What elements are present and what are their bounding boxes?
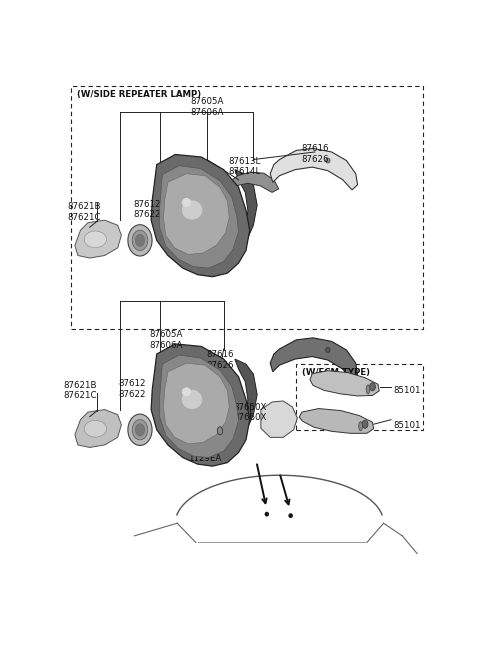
Ellipse shape [135,234,144,247]
Ellipse shape [182,198,191,207]
Text: 87612
87622: 87612 87622 [133,200,161,219]
Polygon shape [235,170,257,245]
Ellipse shape [128,414,152,445]
Polygon shape [151,155,250,277]
Ellipse shape [325,158,330,163]
Bar [296,364,423,430]
Ellipse shape [182,387,191,396]
Polygon shape [160,165,239,268]
Polygon shape [235,359,257,435]
Ellipse shape [132,230,148,251]
Text: 87613L
87614L: 87613L 87614L [228,157,260,176]
Polygon shape [151,344,250,466]
Ellipse shape [84,231,107,248]
Text: 87621B
87621C: 87621B 87621C [67,203,101,222]
Text: 87616
87626: 87616 87626 [206,350,234,370]
Ellipse shape [135,424,144,436]
Ellipse shape [182,201,202,220]
Ellipse shape [128,225,152,256]
Ellipse shape [84,420,107,437]
Text: 87605A
87606A: 87605A 87606A [190,97,224,117]
Text: 87605A
87606A: 87605A 87606A [149,330,183,350]
Text: 85101: 85101 [393,420,420,430]
Text: 85101: 85101 [393,386,420,395]
Ellipse shape [325,348,330,352]
Ellipse shape [370,383,375,391]
Polygon shape [163,363,229,444]
Text: 87650X
87660X: 87650X 87660X [233,403,266,422]
Polygon shape [270,148,358,190]
Text: 1129EE
1129EA: 1129EE 1129EA [189,443,222,463]
Text: 87616
87626: 87616 87626 [301,144,329,164]
Polygon shape [75,409,121,447]
Polygon shape [163,174,229,255]
Ellipse shape [359,422,362,431]
Ellipse shape [289,514,292,518]
Text: (W/ECM TYPE): (W/ECM TYPE) [302,367,370,377]
Ellipse shape [366,385,370,394]
Text: 87621B
87621C: 87621B 87621C [64,380,97,400]
Polygon shape [226,172,279,194]
Text: 87612
87622: 87612 87622 [118,379,145,399]
Text: (W/SIDE REPEATER LAMP): (W/SIDE REPEATER LAMP) [77,90,201,99]
Polygon shape [299,409,373,434]
Polygon shape [270,338,358,379]
Polygon shape [310,371,379,396]
Ellipse shape [217,427,223,435]
Polygon shape [160,355,239,458]
Bar [71,87,423,329]
Ellipse shape [265,512,269,516]
Polygon shape [261,401,297,438]
Ellipse shape [362,420,368,428]
Polygon shape [75,220,121,258]
Ellipse shape [182,390,202,409]
Ellipse shape [132,420,148,440]
